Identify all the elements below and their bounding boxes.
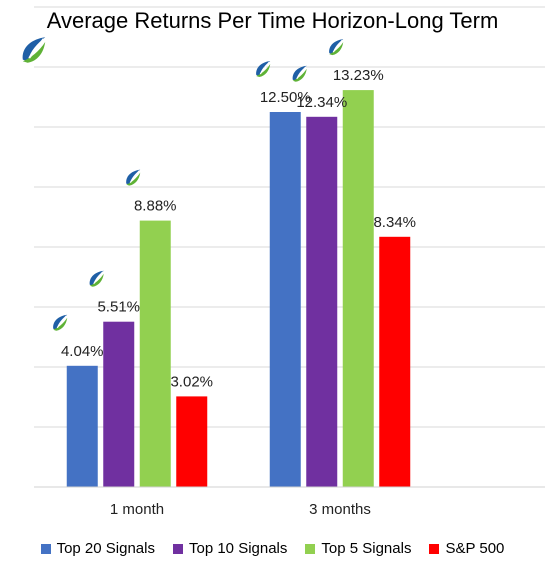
legend-item: Top 5 Signals bbox=[305, 540, 411, 557]
legend-item: Top 10 Signals bbox=[172, 540, 288, 557]
bar bbox=[176, 396, 208, 487]
logo-icon bbox=[53, 314, 68, 331]
data-label: 12.34% bbox=[296, 94, 347, 111]
bar bbox=[103, 321, 135, 487]
legend-item: S&P 500 bbox=[429, 540, 504, 557]
legend-swatch bbox=[429, 543, 440, 554]
bar bbox=[139, 220, 171, 487]
legend-label: Top 20 Signals bbox=[56, 540, 155, 557]
bars bbox=[66, 90, 411, 488]
data-label: 4.04% bbox=[61, 343, 104, 360]
logo-icon bbox=[256, 61, 271, 77]
logo-icon bbox=[126, 169, 141, 186]
bar bbox=[306, 116, 338, 488]
legend-swatch bbox=[305, 543, 316, 554]
bar bbox=[269, 112, 301, 487]
x-axis-ticks: 1 month 3 months bbox=[110, 501, 371, 518]
logos bbox=[22, 37, 344, 331]
data-labels: 4.04% 12.50% 5.51% 12.34% 8.88% 13.23% 3.02% 8.… bbox=[61, 67, 416, 390]
bar bbox=[342, 90, 374, 487]
legend-label: S&P 500 bbox=[445, 540, 505, 557]
legend-label: Top 5 Signals bbox=[321, 540, 412, 557]
data-label: 5.51% bbox=[97, 299, 140, 316]
bar bbox=[66, 365, 98, 487]
data-label: 8.88% bbox=[134, 198, 177, 215]
logo-icon bbox=[292, 65, 307, 82]
data-label: 8.34% bbox=[373, 214, 416, 231]
x-tick-label: 3 months bbox=[309, 501, 371, 518]
logo-icon bbox=[329, 39, 344, 56]
brand-logo-icon bbox=[22, 37, 46, 63]
bar bbox=[379, 236, 411, 487]
x-tick-label: 1 month bbox=[110, 501, 164, 518]
logo-icon bbox=[89, 270, 104, 287]
chart-title: Average Returns Per Time Horizon-Long Te… bbox=[46, 8, 499, 33]
legend-item: Top 20 Signals bbox=[40, 540, 155, 557]
legend-swatch bbox=[172, 543, 183, 554]
legend-label: Top 10 Signals bbox=[188, 540, 288, 557]
data-label: 13.23% bbox=[333, 67, 384, 84]
legend: Top 20 Signals Top 10 Signals Top 5 Signal… bbox=[0, 540, 545, 557]
legend-swatch bbox=[40, 543, 51, 554]
data-label: 12.50% bbox=[260, 89, 311, 106]
data-label: 3.02% bbox=[170, 373, 213, 390]
